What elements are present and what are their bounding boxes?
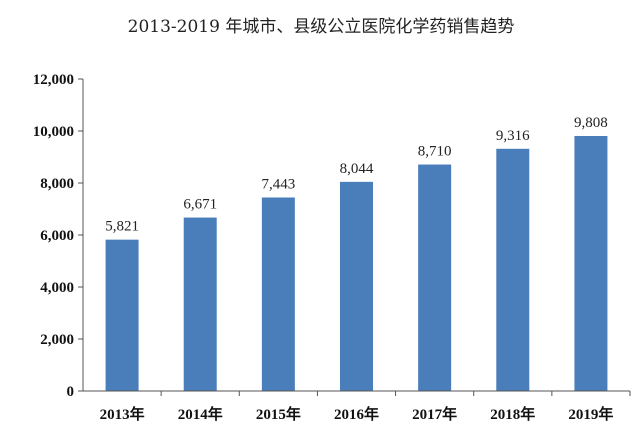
bar [340,181,373,391]
bar [183,217,217,391]
bar-value-label: 9,316 [496,128,530,144]
x-tick-label: 2016年 [334,405,379,423]
bar-value-label: 5,821 [105,219,139,235]
y-tick-label: 12,000 [33,72,74,88]
bar-value-label: 6,671 [183,197,217,213]
x-tick-label: 2019年 [568,405,613,423]
y-tick-label: 6,000 [40,228,74,244]
bar [261,197,295,391]
y-tick-label: 4,000 [40,280,74,296]
bar-value-label: 8,044 [340,161,374,177]
y-tick-label: 10,000 [33,124,74,140]
y-axis-ticks: 0 2,000 4,000 6,000 8,000 10,000 12,000 [33,72,83,400]
bar [496,148,530,391]
bars [105,135,608,391]
bar [105,239,139,391]
y-tick-label: 8,000 [40,176,74,192]
bar-value-label: 7,443 [261,176,295,192]
chart-title: 2013-2019 年城市、县级公立医院化学药销售趋势 [128,17,515,37]
bar-value-labels: 5,821 6,671 7,443 8,044 8,710 9,316 9,808 [105,115,608,235]
x-tick-label: 2018年 [490,405,535,423]
y-tick-label: 0 [67,384,75,400]
x-tick-label: 2014年 [178,405,223,423]
x-axis-ticks: 2013年 2014年 2015年 2016年 2017年 2018年 2019年 [100,391,631,423]
x-tick-label: 2015年 [256,405,301,423]
x-tick-label: 2013年 [100,405,145,423]
bar [574,135,608,391]
x-tick-label: 2017年 [412,405,457,423]
bar [418,164,452,391]
bar-value-label: 8,710 [418,144,452,160]
y-tick-label: 2,000 [40,332,74,348]
bar-value-label: 9,808 [574,115,608,131]
